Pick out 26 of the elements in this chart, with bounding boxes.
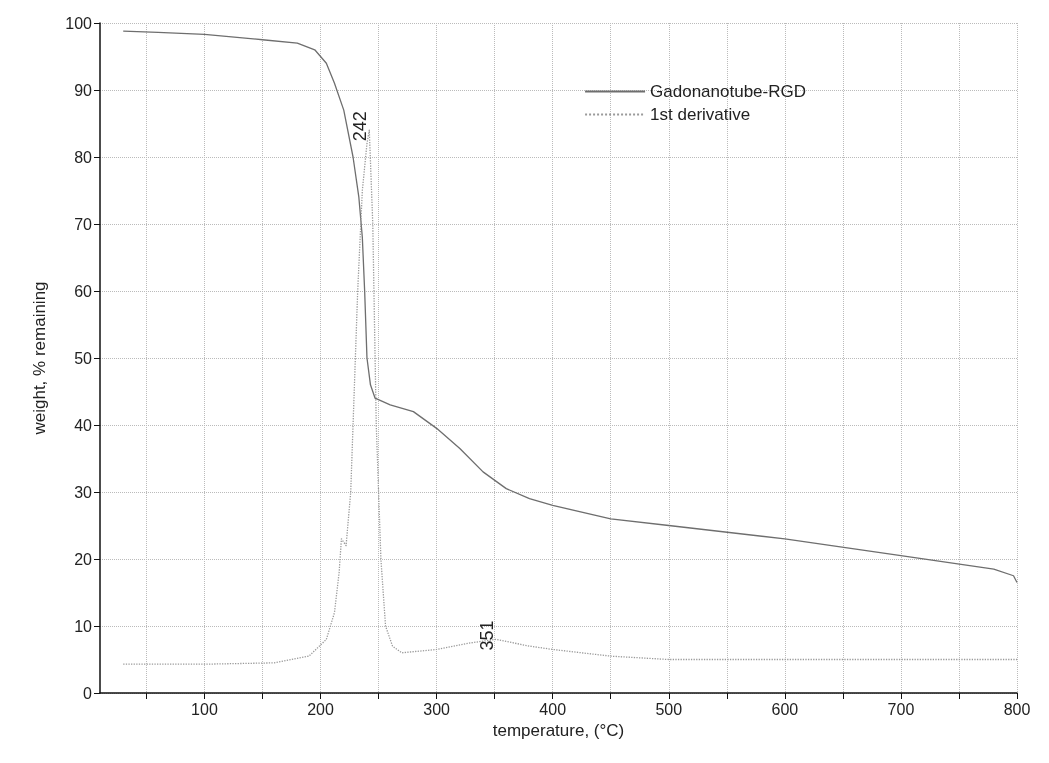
- y-tick-label: 70: [74, 215, 93, 233]
- y-tick-label: 80: [74, 148, 93, 166]
- x-tick-label: 100: [191, 700, 218, 718]
- y-tick-label: 10: [74, 617, 93, 635]
- y-tick-label: 20: [74, 550, 93, 568]
- y-tick-label: 30: [74, 483, 93, 501]
- x-tick-label: 400: [539, 700, 567, 718]
- annotation: 242: [350, 111, 371, 142]
- y-tick-label: 60: [74, 282, 93, 300]
- y-tick-label: 90: [74, 81, 93, 99]
- legend-label: Gadonanotube-RGD: [650, 82, 807, 101]
- y-tick-label: 100: [65, 14, 93, 32]
- x-tick-label: 800: [1003, 700, 1031, 718]
- line-series: [122, 30, 1018, 584]
- legend-label: 1st derivative: [650, 105, 751, 124]
- y-tick-label: 40: [74, 416, 93, 434]
- x-tick-label: 700: [887, 700, 915, 718]
- y-tick-label: 0: [83, 684, 93, 702]
- y-tick-label: 50: [74, 349, 93, 367]
- x-tick-label: 500: [655, 700, 683, 718]
- annotation: 351: [476, 620, 497, 651]
- y-axis-title: weight, % remaining: [30, 281, 49, 436]
- x-tick-label: 200: [307, 700, 334, 718]
- x-tick-label: 300: [423, 700, 451, 718]
- x-tick-label: 600: [771, 700, 799, 718]
- x-axis-title: temperature, (°C): [492, 720, 625, 740]
